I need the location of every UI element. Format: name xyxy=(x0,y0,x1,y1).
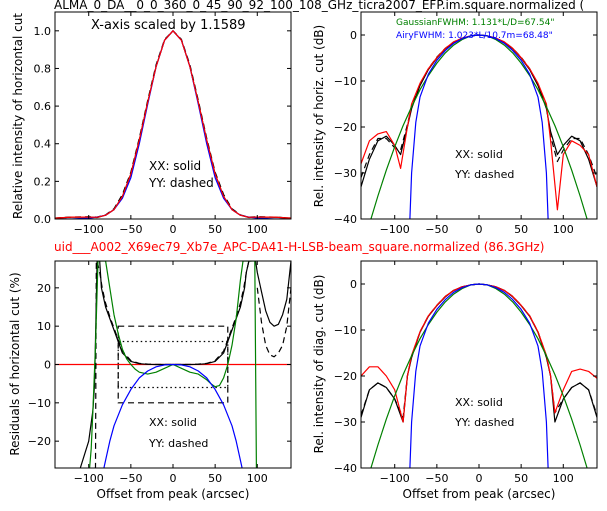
gaussian-fwhm-label: GaussianFWHM: 1.131*L/D=67.54" xyxy=(396,18,554,28)
y-tick-label: 0.4 xyxy=(34,138,52,151)
axis-ticks: −100 −50 0 50 100−40−30−20−100 xyxy=(334,12,597,236)
legend-yy: YY: dashed xyxy=(148,176,214,190)
x-tick-label: 50 xyxy=(208,472,222,485)
series-green-solid xyxy=(370,34,588,219)
x-tick-label: −50 xyxy=(119,472,142,485)
plot-lines xyxy=(55,30,291,219)
series-black-dashed xyxy=(361,34,597,178)
series-black-dashed xyxy=(55,30,291,219)
x-axis-label: Offset from peak (arcsec) xyxy=(97,487,250,501)
y-tick-label: −10 xyxy=(334,324,357,337)
y-tick-label: 0 xyxy=(44,359,51,372)
x-tick-label: 50 xyxy=(514,472,528,485)
legend-yy: YY: dashed xyxy=(454,168,514,181)
x-tick-label: 100 xyxy=(553,223,574,236)
series-blue-solid xyxy=(103,363,243,468)
y-axis-label: Residuals of horizontal cut (%) xyxy=(8,272,22,455)
x-tick-label: 0 xyxy=(170,223,177,236)
y-tick-label: −20 xyxy=(334,121,357,134)
x-tick-label: −100 xyxy=(74,223,104,236)
series-black-solid xyxy=(361,34,597,187)
y-tick-label: −40 xyxy=(334,462,357,475)
series-blue-solid xyxy=(409,34,549,219)
figure-subtitle: uid___A002_X69ec79_Xb7e_APC-DA41-H-LSB-b… xyxy=(54,240,544,254)
y-tick-label: 0 xyxy=(350,278,357,291)
series-blue-solid xyxy=(409,283,549,468)
y-axis-label: Rel. intensity of horiz. cut (dB) xyxy=(312,25,326,207)
legend-yy: YY: dashed xyxy=(454,416,514,429)
plot-lines xyxy=(361,34,597,219)
x-tick-label: 0 xyxy=(476,223,483,236)
legend-xx: XX: solid xyxy=(455,396,503,409)
y-tick-label: 20 xyxy=(37,282,51,295)
y-tick-label: 1.0 xyxy=(34,25,52,38)
scale-annotation: X-axis scaled by 1.1589 xyxy=(91,18,246,33)
legend-xx: XX: solid xyxy=(149,416,197,429)
series-blue-solid xyxy=(55,30,291,219)
plot-lines xyxy=(55,261,291,468)
y-tick-label: −10 xyxy=(334,75,357,88)
series-black-dashed xyxy=(256,287,291,358)
y-tick-label: 0.8 xyxy=(34,62,52,75)
x-tick-label: −50 xyxy=(119,223,142,236)
y-tick-label: −40 xyxy=(334,213,357,226)
legend-yy: YY: dashed xyxy=(148,437,208,450)
legend-xx: XX: solid xyxy=(455,148,503,161)
x-tick-label: 100 xyxy=(247,223,268,236)
x-tick-label: −50 xyxy=(425,472,448,485)
axis-ticks: −100 −50 0 50 100−40−30−20−100 xyxy=(334,261,597,485)
x-tick-label: −100 xyxy=(74,472,104,485)
x-axis-label: Offset from peak (arcsec) xyxy=(403,487,556,501)
x-tick-label: 0 xyxy=(170,472,177,485)
legend-xx: XX: solid xyxy=(149,159,201,173)
y-tick-label: −20 xyxy=(28,435,51,448)
series-black-solid xyxy=(255,261,291,327)
axis-ticks: −100 −50 0 50 100 0.0 0.2 0.4 0.6 0.8 1.0 xyxy=(34,12,291,236)
airy-fwhm-label: AiryFWHM: 1.023*L/10.7m=68.48" xyxy=(396,31,553,41)
y-tick-label: 0.2 xyxy=(34,175,52,188)
figure-title: ALMA_0_DA__0_0_360_0_45_90_92_100_108_GH… xyxy=(54,0,584,12)
series-red-solid xyxy=(55,30,291,219)
y-tick-label: −30 xyxy=(334,167,357,180)
y-axis-label: Relative intensity of horizontal cut xyxy=(11,13,25,219)
x-tick-label: −100 xyxy=(380,223,410,236)
y-tick-label: 0.6 xyxy=(34,100,52,113)
x-tick-label: −100 xyxy=(380,472,410,485)
x-tick-label: 50 xyxy=(514,223,528,236)
x-tick-label: 100 xyxy=(247,472,268,485)
y-tick-label: 0.0 xyxy=(34,213,52,226)
axes-frame xyxy=(360,260,598,469)
x-tick-label: 100 xyxy=(553,472,574,485)
x-tick-label: 50 xyxy=(208,223,222,236)
x-tick-label: 0 xyxy=(476,472,483,485)
y-tick-label: −30 xyxy=(334,416,357,429)
series-black-solid xyxy=(55,30,291,219)
y-tick-label: −20 xyxy=(334,370,357,383)
chart-panel-top-left: −100 −50 0 50 100 0.0 0.2 0.4 0.6 0.8 1.0 Relative… xyxy=(11,11,292,236)
series-red-solid xyxy=(361,34,597,211)
y-tick-label: 10 xyxy=(37,320,51,333)
y-tick-label: −10 xyxy=(28,397,51,410)
plot-lines xyxy=(361,283,597,468)
y-tick-label: 0 xyxy=(350,29,357,42)
axes-frame xyxy=(360,11,598,220)
y-axis-label: Rel. intensity of diag. cut (dB) xyxy=(312,275,326,454)
x-tick-label: −50 xyxy=(425,223,448,236)
chart-panel-top-right: −100 −50 0 50 100−40−30−20−100 Rel. intensit… xyxy=(312,11,598,236)
chart-panel-bottom-right: −100 −50 0 50 100−40−30−20−100 Rel. intensit… xyxy=(312,260,598,501)
